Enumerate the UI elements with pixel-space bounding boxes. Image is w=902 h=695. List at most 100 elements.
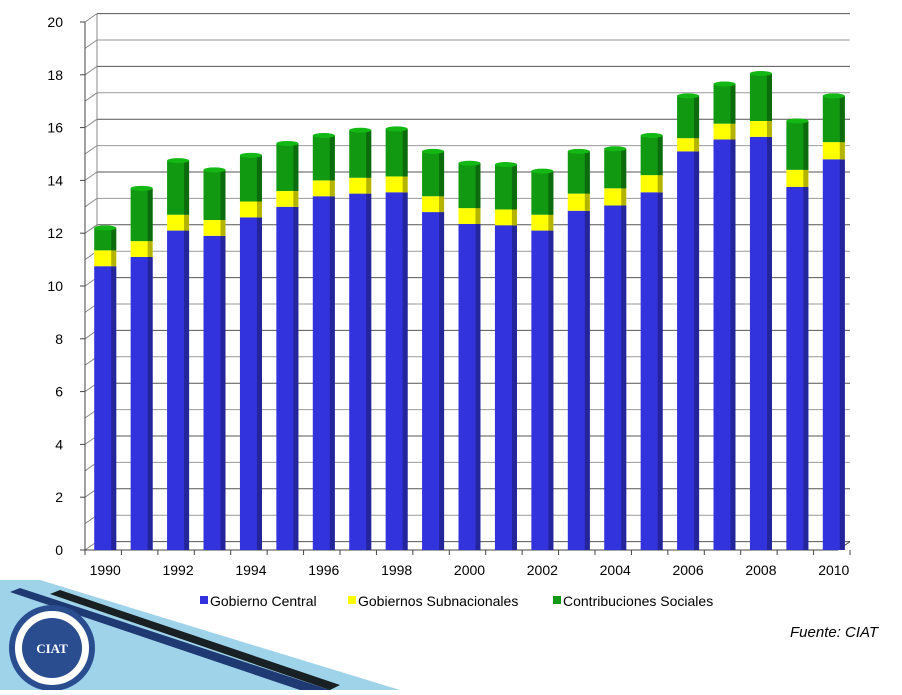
- grid-line-diag: [84, 197, 98, 208]
- y-tick-label: 6: [55, 384, 63, 400]
- bar-shade: [657, 175, 663, 193]
- bar-shade: [184, 230, 190, 550]
- bar-shade: [766, 136, 772, 550]
- bar-shade: [475, 208, 481, 224]
- bar-gobiernos-subnacionales-2002: [531, 214, 554, 231]
- bar-shade: [475, 223, 481, 550]
- bar-cap: [422, 148, 445, 154]
- bar-gobierno-central-2010: [822, 159, 845, 550]
- bar-contribuciones-sociales-1997: [349, 130, 372, 178]
- bar-shade: [511, 164, 517, 210]
- bar-shade: [329, 196, 335, 551]
- bar-gobierno-central-2007: [713, 139, 736, 551]
- bar-gobierno-central-2005: [640, 192, 663, 550]
- x-tick-label: 2006: [672, 562, 703, 578]
- bar-gobiernos-subnacionales-1998: [385, 176, 408, 193]
- bar-gobiernos-subnacionales-2003: [567, 193, 590, 211]
- bar-shade: [694, 138, 700, 152]
- x-tick-label: 1998: [381, 562, 412, 578]
- bar-cap: [94, 225, 117, 231]
- bar-shade: [548, 214, 554, 231]
- grid-line-diag: [84, 92, 98, 102]
- bar-cap: [458, 160, 481, 166]
- bar-shade: [293, 206, 299, 551]
- bar-gobiernos-subnacionales-2008: [749, 121, 772, 137]
- bar-shade: [256, 201, 262, 218]
- bar-shade: [621, 188, 627, 206]
- bar-shade: [293, 190, 299, 207]
- legend-swatch: [553, 596, 561, 604]
- y-tick-label: 20: [47, 14, 63, 30]
- bar-gobiernos-subnacionales-1990: [94, 250, 117, 267]
- bar-gobiernos-subnacionales-1993: [203, 220, 226, 236]
- bar-gobierno-central-2001: [494, 225, 517, 550]
- bar-cap: [531, 168, 554, 174]
- bar-shade: [839, 95, 845, 143]
- bar-shade: [366, 177, 372, 194]
- bar-cap: [786, 118, 809, 124]
- y-tick-label: 4: [55, 436, 63, 452]
- bar-shade: [439, 212, 445, 550]
- bar-gobiernos-subnacionales-1996: [312, 180, 335, 197]
- legend-swatch: [200, 596, 208, 604]
- legend-label: Contribuciones Sociales: [563, 593, 713, 609]
- grid-line-diag: [84, 145, 98, 155]
- bar-contribuciones-sociales-1992: [167, 160, 190, 215]
- bar-gobierno-central-2000: [458, 223, 481, 550]
- y-tick-label: 18: [47, 67, 63, 83]
- bar-gobiernos-subnacionales-1991: [130, 241, 153, 257]
- bar-shade: [584, 210, 590, 550]
- bar-cap: [349, 127, 372, 133]
- legend-label: Gobiernos Subnacionales: [358, 593, 518, 609]
- bar-gobiernos-subnacionales-1994: [239, 201, 262, 218]
- bar-cap: [276, 140, 299, 146]
- bar-gobierno-central-1999: [422, 212, 445, 550]
- bar-gobierno-central-2002: [531, 230, 554, 550]
- bar-shade: [548, 171, 554, 215]
- bar-contribuciones-sociales-2009: [786, 121, 809, 170]
- bar-gobierno-central-1997: [349, 193, 372, 550]
- bar-shade: [730, 139, 736, 551]
- bar-shade: [511, 209, 517, 226]
- bar-cap: [713, 81, 736, 87]
- bar-shade: [511, 225, 517, 550]
- bar-shade: [439, 151, 445, 197]
- bar-shade: [329, 135, 335, 181]
- y-tick-label: 14: [47, 172, 63, 188]
- bar-contribuciones-sociales-1998: [385, 128, 408, 177]
- bar-shade: [694, 95, 700, 139]
- bar-shade: [402, 128, 408, 177]
- x-tick-label: 2000: [454, 562, 485, 578]
- x-tick-label: 2004: [600, 562, 631, 578]
- bar-contribuciones-sociales-2006: [677, 95, 700, 139]
- bar-shade: [766, 121, 772, 137]
- bar-shade: [803, 187, 809, 550]
- bar-gobiernos-subnacionales-2001: [494, 209, 517, 226]
- source-note: Fuente: CIAT: [790, 624, 879, 641]
- bar-shade: [839, 159, 845, 550]
- bar-shade: [548, 230, 554, 550]
- y-tick-labels: 0 2 4 6 8 10 12 14 16 18 20: [47, 14, 85, 558]
- bar-gobiernos-subnacionales-1997: [349, 177, 372, 194]
- bar-gobiernos-subnacionales-1999: [422, 196, 445, 213]
- bar-shade: [657, 135, 663, 176]
- grid-line-diag: [84, 65, 98, 76]
- bar-cap: [494, 162, 517, 168]
- bar-cap: [385, 126, 408, 132]
- x-tick-label: 1990: [90, 562, 121, 578]
- legend-label: Gobierno Central: [210, 593, 317, 609]
- bar-contribuciones-sociales-1994: [239, 155, 262, 202]
- bar-cap: [203, 167, 226, 173]
- bar-contribuciones-sociales-2005: [640, 135, 663, 176]
- bar-gobierno-central-1994: [239, 217, 262, 551]
- bar-shade: [220, 220, 226, 236]
- bar-shade: [402, 176, 408, 193]
- bar-contribuciones-sociales-1991: [130, 188, 153, 242]
- bar-gobierno-central-1993: [203, 235, 226, 550]
- grid-line-diag: [84, 13, 98, 23]
- bar-shade: [839, 142, 845, 160]
- bar-contribuciones-sociales-1995: [276, 143, 299, 191]
- ciat-logo: CIAT: [0, 580, 420, 695]
- bar-contribuciones-sociales-2007: [713, 84, 736, 124]
